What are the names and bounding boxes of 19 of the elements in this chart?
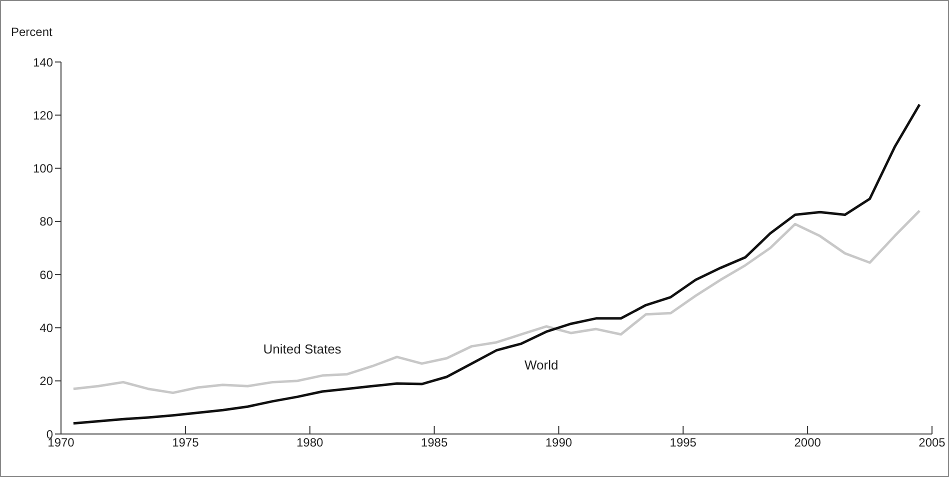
x-tick-label: 1980 (296, 436, 324, 450)
y-tick-label: 40 (40, 320, 54, 335)
x-tick-label: 1985 (420, 436, 448, 450)
y-tick-label: 20 (40, 374, 54, 388)
y-tick-label: 100 (32, 162, 54, 176)
line-series (72, 210, 921, 394)
x-tick-label: 1995 (670, 436, 697, 450)
x-tick-label: 1990 (545, 436, 572, 450)
y-axis-title: Percent (11, 25, 52, 39)
x-tick-label: 2005 (918, 436, 946, 450)
y-tick-label: 80 (40, 214, 54, 229)
y-tick-label: 120 (32, 108, 54, 122)
y-tick-label: 140 (32, 55, 54, 70)
line-series (72, 103, 921, 425)
x-tick-label: 2000 (794, 436, 822, 450)
series-label: United States (263, 342, 342, 357)
series-label: World (524, 358, 558, 373)
x-tick-label: 1975 (172, 436, 200, 450)
y-tick-label: 60 (40, 268, 54, 282)
